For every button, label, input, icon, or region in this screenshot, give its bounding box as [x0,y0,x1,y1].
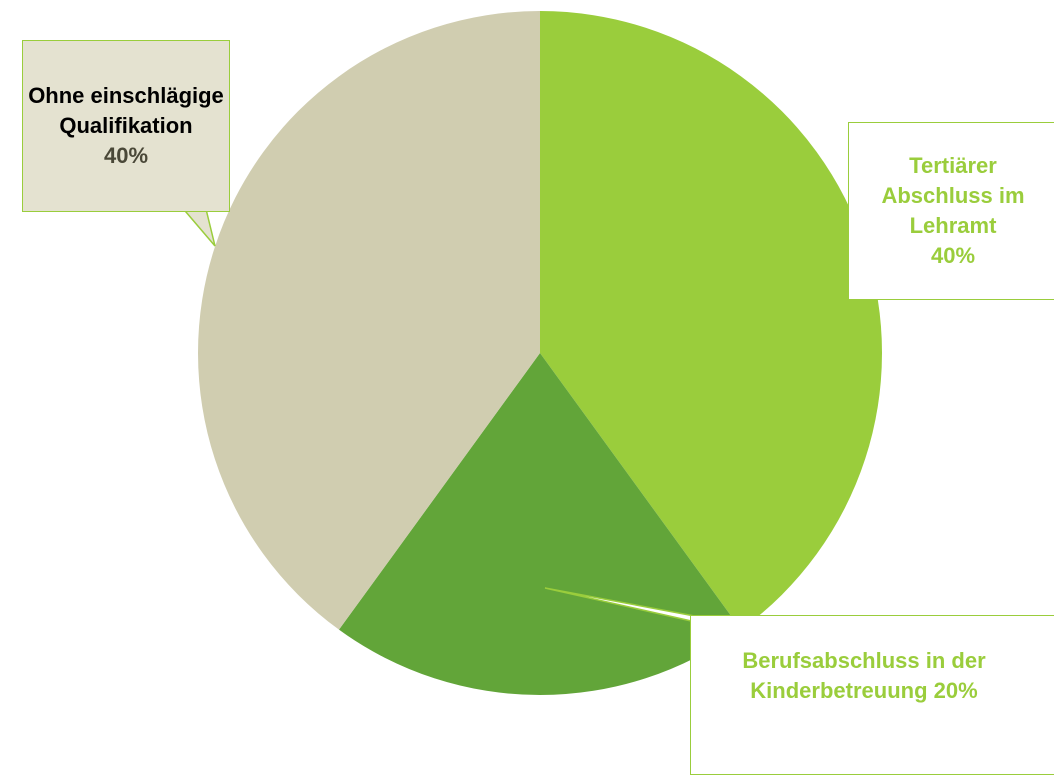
data-label: Tertiärer Abschluss im Lehramt 40% [848,122,1054,300]
label-category: Tertiärer Abschluss im Lehramt [881,153,1025,238]
data-label: Berufsabschluss in der Kinderbetreuung 2… [690,615,1054,775]
label-category: Ohne einschlägige Qualifikation [28,83,224,138]
label-value: 40% [930,243,976,268]
label-value: 20% [933,678,978,703]
pie [198,11,883,696]
label-value: 40% [103,143,149,168]
label-category: Berufsabschluss in der Kinderbetreuung [742,648,986,703]
data-label: Ohne einschlägige Qualifikation 40% [22,40,230,212]
pie-slice [540,11,883,630]
pie-slice [198,11,540,630]
